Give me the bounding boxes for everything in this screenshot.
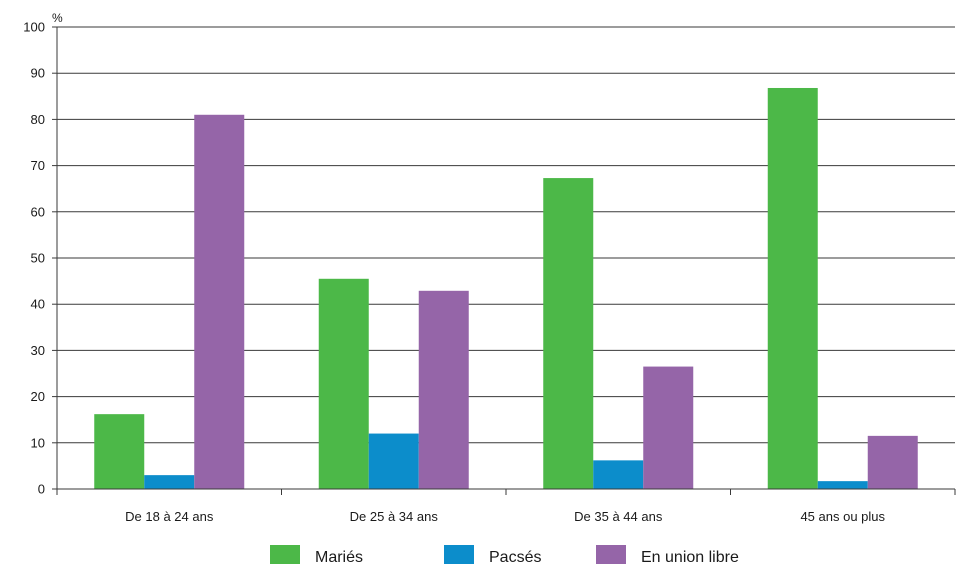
y-tick-label: 40: [31, 297, 45, 312]
y-tick-label: 50: [31, 251, 45, 266]
legend-label: Mariés: [315, 549, 363, 566]
bar-mariés-2: [543, 178, 594, 489]
bar-mariés-1: [318, 278, 369, 489]
bar-mariés-3: [767, 87, 818, 489]
bars: [94, 87, 918, 489]
legend-label: En union libre: [641, 549, 739, 566]
bar-mariés-0: [94, 414, 145, 489]
y-axis-unit-label: %: [52, 11, 63, 25]
axes: 0 10 20 30 40 50 60 70 80 90 100 De 18 à 24 ans De 2…: [23, 20, 956, 524]
x-category-label: 45 ans ou plus: [800, 509, 885, 524]
legend-label: Pacsés: [489, 549, 541, 566]
bar-pacsés-0: [144, 475, 195, 489]
legend-swatch: [444, 545, 474, 564]
legend-swatch: [270, 545, 300, 564]
x-category-label: De 35 à 44 ans: [574, 509, 663, 524]
bar-pacsés-3: [817, 481, 868, 489]
legend-swatch: [596, 545, 626, 564]
legend: Mariés Pacsés En union libre: [270, 545, 739, 566]
bar-en-union-libre-0: [194, 114, 245, 489]
y-tick-label: 20: [31, 389, 45, 404]
bar-en-union-libre-2: [643, 366, 694, 489]
x-category-label: De 18 à 24 ans: [125, 509, 214, 524]
y-tick-label: 0: [38, 482, 45, 497]
bar-pacsés-1: [368, 433, 419, 489]
y-tick-label: 100: [23, 20, 45, 35]
bar-en-union-libre-3: [867, 435, 918, 489]
y-tick-label: 70: [31, 158, 45, 173]
y-tick-label: 90: [31, 66, 45, 81]
y-tick-label: 60: [31, 204, 45, 219]
gridlines: [57, 26, 955, 444]
x-category-label: De 25 à 34 ans: [350, 509, 439, 524]
bar-en-union-libre-1: [418, 290, 469, 489]
y-tick-label: 30: [31, 343, 45, 358]
y-tick-label: 80: [31, 112, 45, 127]
y-tick-label: 10: [31, 435, 45, 450]
bar-pacsés-2: [593, 460, 644, 489]
